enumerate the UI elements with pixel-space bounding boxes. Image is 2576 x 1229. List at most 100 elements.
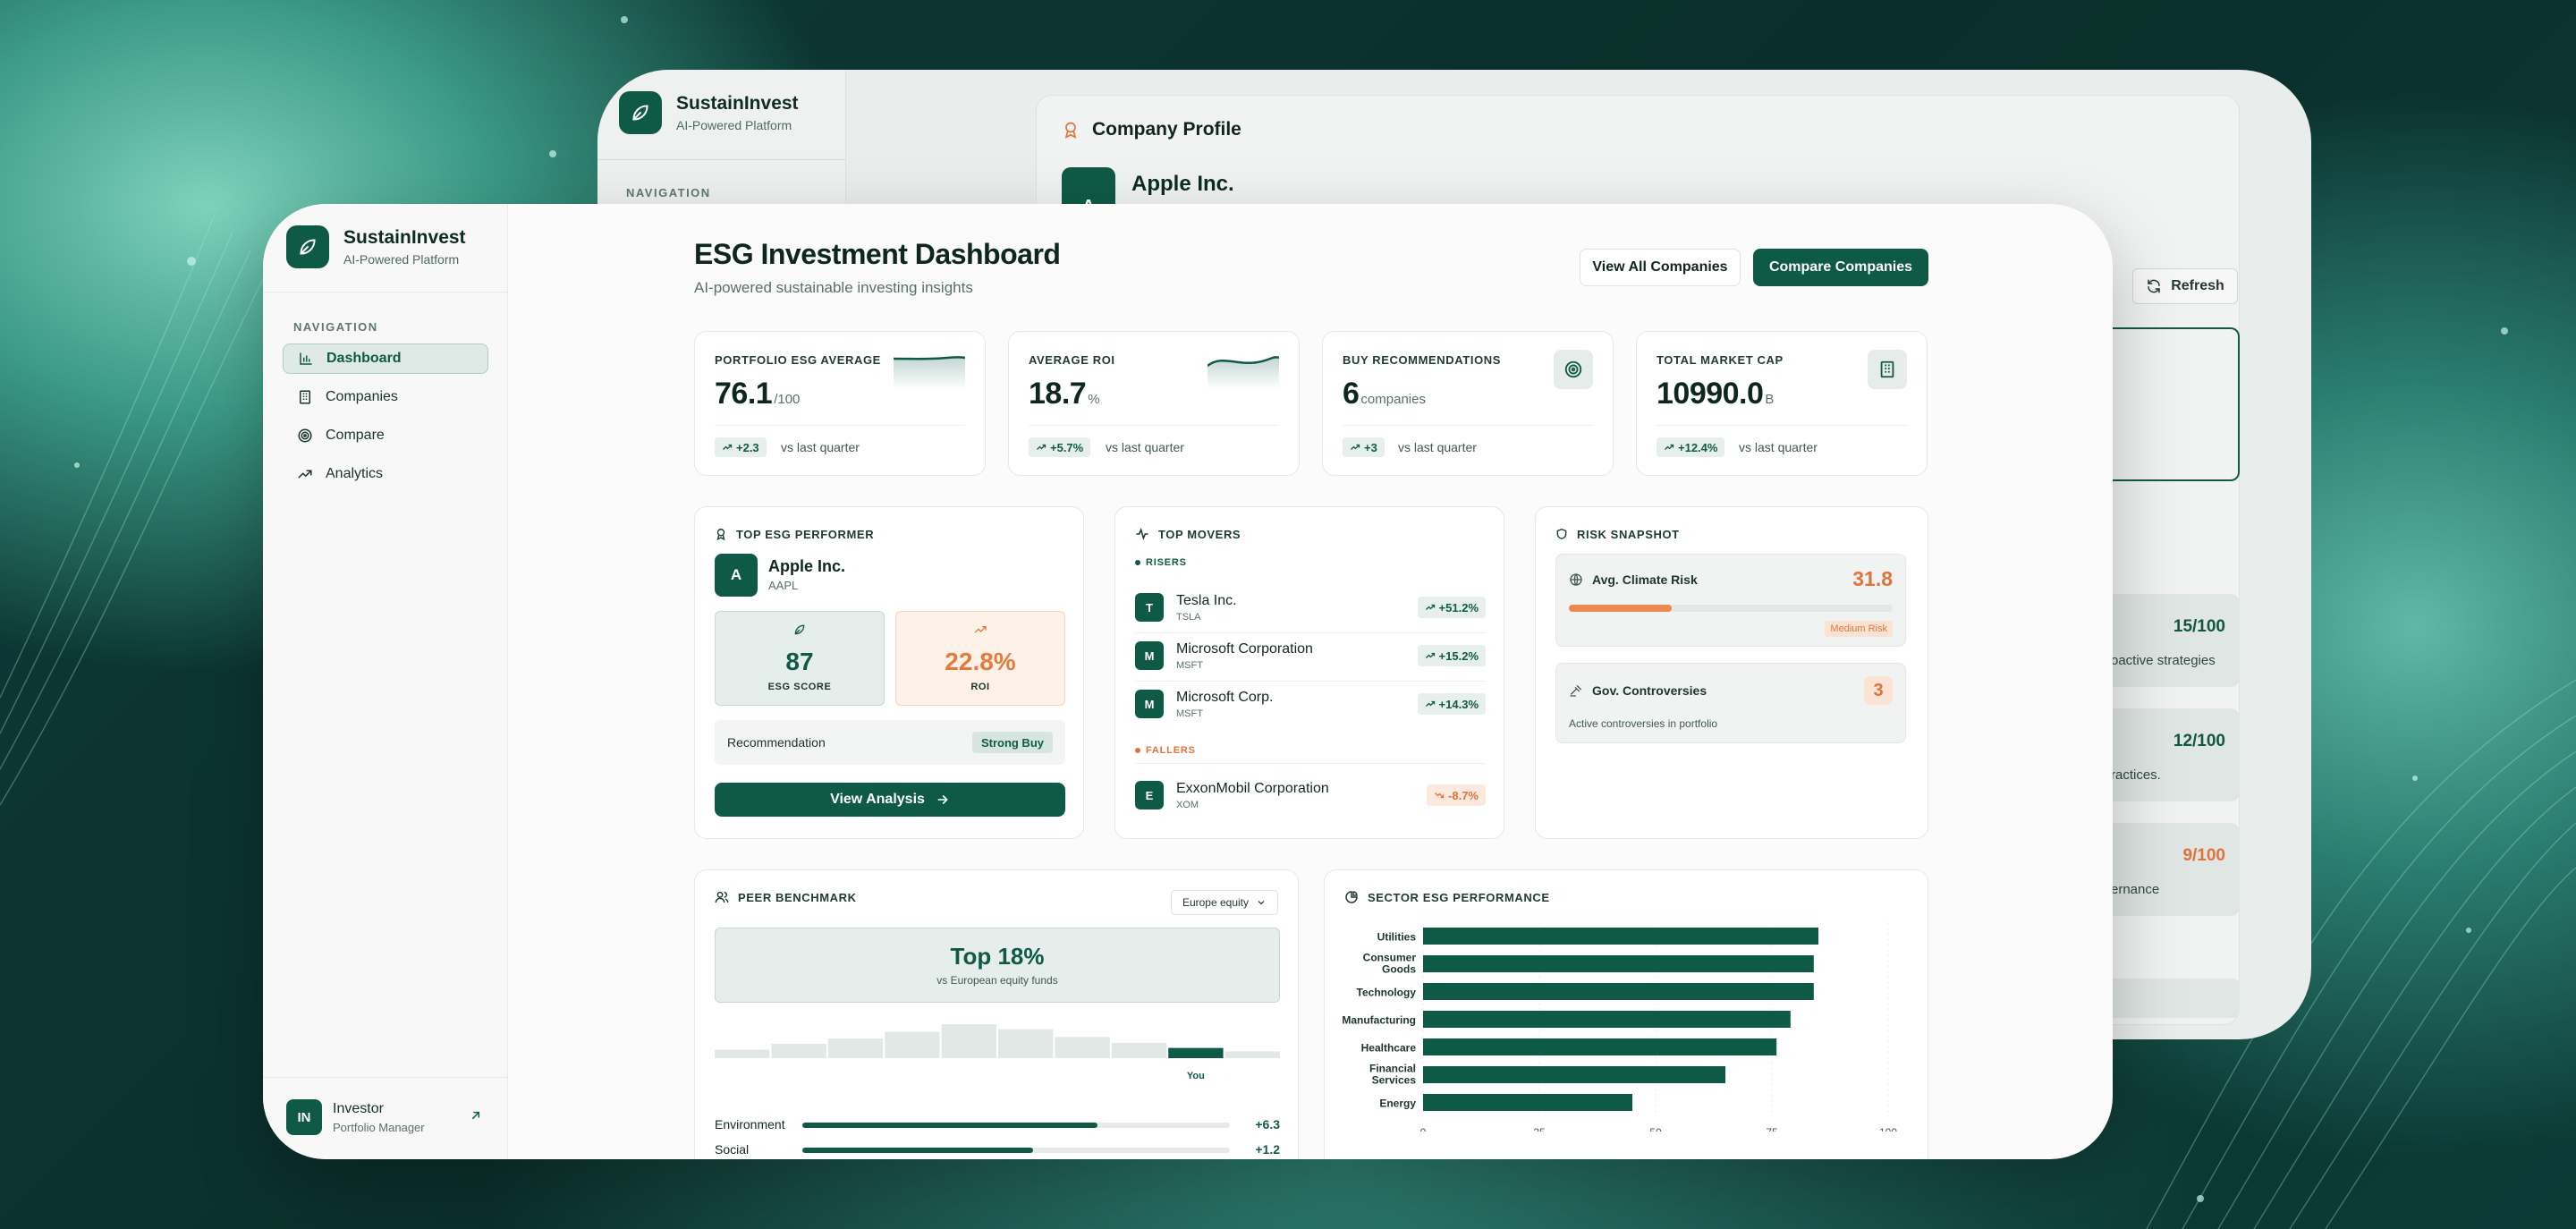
award-icon — [716, 529, 725, 541]
sidebar-item-label: Dashboard — [326, 351, 402, 366]
row-label: Environment — [715, 1117, 785, 1132]
activity-icon — [1136, 527, 1148, 541]
shield-icon — [1556, 529, 1567, 539]
divider — [1657, 425, 1907, 426]
row-label: Social — [715, 1142, 750, 1157]
peer-rank-box: Top 18% vs European equity funds — [715, 928, 1280, 1003]
esg-score-box: 87 ESG SCORE — [715, 611, 885, 706]
list-item[interactable]: E ExxonMobil Corporation XOM -8.7% — [1135, 774, 1486, 817]
sector-esg-performance-card: SECTOR ESG PERFORMANCE Utilities Consumer… — [1324, 869, 1928, 1159]
peer-rank-sub: vs European equity funds — [936, 974, 1058, 987]
sidebar-item-compare[interactable]: Compare — [283, 420, 488, 451]
target-icon — [1554, 350, 1593, 389]
sidebar-item-label: Analytics — [326, 466, 384, 481]
sidebar-item-dashboard[interactable]: Dashboard — [283, 343, 488, 374]
trending-up-icon — [974, 626, 987, 633]
distribution-labels: You — [715, 1071, 1280, 1085]
list-item[interactable]: M Microsoft Corp. MSFT +14.3% — [1135, 682, 1486, 725]
kpi-value: 6 companies — [1343, 377, 1426, 411]
recommendation-badge: Strong Buy — [971, 732, 1053, 753]
sparkline — [1208, 356, 1279, 389]
users-icon — [715, 891, 729, 903]
distribution-bar — [1111, 1042, 1167, 1058]
view-all-companies-button[interactable]: View All Companies — [1580, 249, 1741, 286]
trending-up-icon — [1037, 444, 1046, 450]
card-title: PEER BENCHMARK — [715, 890, 857, 904]
sidebar-item-companies[interactable]: Companies — [283, 382, 488, 412]
region-dropdown[interactable]: Europe equity — [1170, 890, 1278, 915]
card-title: TOP ESG PERFORMER — [715, 527, 874, 541]
user-profile[interactable]: IN Investor Portfolio Manager — [263, 1077, 508, 1159]
category-label: Healthcare — [1361, 1042, 1417, 1055]
arrow-right-icon — [937, 795, 948, 804]
page-title: ESG Investment Dashboard — [694, 238, 1061, 270]
distribution-bar — [827, 1038, 884, 1058]
climate-risk-label: Avg. Climate Risk — [1569, 572, 1698, 587]
list-item[interactable]: T Tesla Inc. TSLA +51.2% — [1135, 586, 1486, 629]
gavel-icon — [1570, 685, 1581, 697]
tick-label: 25 — [1533, 1126, 1546, 1132]
sidebar-item-analytics[interactable]: Analytics — [283, 459, 488, 489]
sector-bar-chart: Utilities Consumer Goods Technology Manufact… — [1342, 922, 1897, 1132]
brand: SustainInvest AI-Powered Platform — [286, 225, 466, 268]
row-track — [802, 1148, 1230, 1153]
trending-up-icon — [1425, 700, 1435, 707]
kpi-change-badge: +12.4% — [1657, 437, 1725, 457]
arrow-up-right-icon[interactable] — [469, 1108, 483, 1123]
compare-companies-button[interactable]: Compare Companies — [1753, 249, 1928, 286]
kpi-card-esg-average: PORTFOLIO ESG AVERAGE 76.1/100 +2.3 vs l… — [694, 331, 986, 476]
climate-risk-fill — [1569, 605, 1673, 612]
divider — [1135, 763, 1486, 764]
kpi-vs-label: vs last quarter — [1398, 440, 1477, 454]
sidebar: SustainInvest AI-Powered Platform NAVIGA… — [263, 204, 508, 1159]
recommendation-row: Recommendation Strong Buy — [715, 720, 1065, 765]
trending-up-icon — [723, 444, 733, 450]
tick-label: 0 — [1420, 1126, 1427, 1132]
row-text: ernance — [2111, 882, 2160, 897]
company-avatar: A — [715, 554, 758, 597]
kpi-vs-label: vs last quarter — [1106, 440, 1184, 454]
kpi-change-badge: +2.3 — [715, 437, 767, 457]
kpi-value: 18.7% — [1029, 377, 1100, 411]
risk-level-badge: Medium Risk — [1825, 621, 1893, 637]
trending-up-icon — [1351, 444, 1360, 450]
trending-up-icon — [1425, 652, 1435, 658]
kpi-value: 10990.0 B — [1657, 377, 1775, 411]
row-text: ractices. — [2111, 767, 2161, 783]
category-label: Manufacturing — [1342, 1014, 1416, 1027]
building-icon — [300, 390, 310, 404]
back-brand: SustainInvest AI-Powered Platform — [619, 91, 799, 134]
gov-controversies-box: Gov. Controversies 3 Active controversie… — [1555, 663, 1906, 743]
bar — [1423, 983, 1814, 1000]
strategy-row: 15/100 oactive strategies — [2100, 594, 2240, 687]
you-label: You — [1186, 1071, 1205, 1081]
kpi-change-badge: +5.7% — [1029, 437, 1091, 457]
row-score: 15/100 — [2173, 617, 2225, 636]
distribution-bar — [941, 1024, 996, 1058]
tick-label: 75 — [1766, 1126, 1778, 1132]
distribution-bar — [771, 1044, 826, 1058]
kpi-card-buy-recommendations: BUY RECOMMENDATIONS 6 companies +3 vs las… — [1322, 331, 1614, 476]
kpi-label: TOTAL MARKET CAP — [1657, 353, 1784, 367]
list-item[interactable]: M Microsoft Corporation MSFT +15.2% — [1135, 634, 1486, 677]
trending-up-icon — [298, 470, 312, 479]
view-analysis-button[interactable]: View Analysis — [715, 783, 1065, 817]
kpi-value: 76.1/100 — [715, 377, 801, 411]
leaf-icon — [794, 624, 805, 635]
company-name[interactable]: Apple Inc. — [768, 557, 846, 575]
distribution-bar — [998, 1029, 1054, 1058]
user-name: Investor — [333, 1101, 384, 1116]
highlight-box — [2107, 327, 2240, 481]
company-name: Apple Inc. — [1131, 172, 1234, 196]
refresh-button[interactable]: Refresh — [2132, 268, 2238, 304]
award-icon — [1064, 122, 1077, 139]
risk-snapshot-card: RISK SNAPSHOT Avg. Climate Risk 31.8 Med… — [1535, 506, 1928, 839]
tick-label: 50 — [1649, 1126, 1662, 1132]
kpi-vs-label: vs last quarter — [781, 440, 860, 454]
sidebar-item-label: Companies — [326, 389, 398, 404]
kpi-change-badge: +3 — [1343, 437, 1385, 457]
climate-risk-box: Avg. Climate Risk 31.8 Medium Risk — [1555, 554, 1906, 647]
distribution-bar — [1224, 1051, 1280, 1058]
user-role: Portfolio Manager — [333, 1121, 425, 1134]
